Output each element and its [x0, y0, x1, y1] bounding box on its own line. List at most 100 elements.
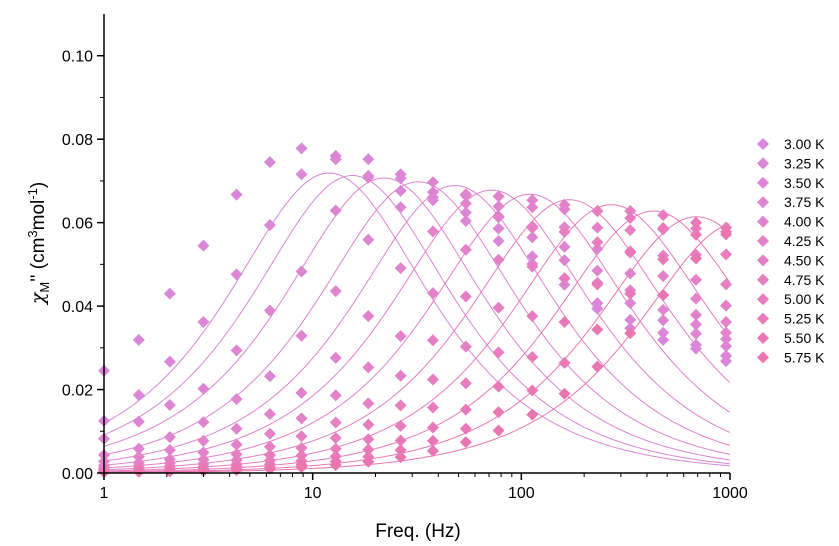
y-title-unit-mid: mol — [28, 200, 49, 231]
data-point — [295, 386, 308, 399]
data-point — [657, 209, 670, 222]
data-point — [295, 430, 308, 443]
data-point — [689, 216, 702, 229]
data-point — [558, 240, 571, 253]
data-point — [624, 245, 637, 258]
data-point — [163, 431, 176, 444]
fit-curve — [104, 181, 730, 456]
data-point — [689, 292, 702, 305]
legend-label: 4.50 K — [784, 252, 825, 268]
data-point — [720, 315, 733, 328]
data-point — [230, 438, 243, 451]
data-point — [492, 210, 505, 223]
data-point — [591, 221, 604, 234]
data-point — [426, 421, 439, 434]
data-point — [624, 204, 637, 217]
data-point — [197, 446, 210, 459]
data-point — [492, 380, 505, 393]
data-point — [132, 333, 145, 346]
fit-curve — [104, 189, 730, 466]
data-point — [459, 422, 472, 435]
data-point — [362, 153, 375, 166]
data-point — [362, 443, 375, 456]
legend-marker — [757, 176, 769, 189]
data-point — [459, 206, 472, 219]
data-point — [394, 444, 407, 457]
data-point — [526, 220, 539, 233]
x-tick-label: 10 — [304, 485, 322, 502]
data-point — [329, 204, 342, 217]
data-point — [558, 315, 571, 328]
legend-marker — [757, 312, 769, 325]
data-point — [624, 287, 637, 300]
data-point — [163, 287, 176, 300]
data-point — [492, 301, 505, 314]
data-point — [624, 327, 637, 340]
data-point — [558, 272, 571, 285]
data-point — [362, 433, 375, 446]
data-point — [426, 434, 439, 447]
data-point — [263, 370, 276, 383]
y-tick-label: 0.00 — [62, 466, 93, 483]
legend-marker — [757, 351, 769, 364]
data-point — [492, 253, 505, 266]
data-point — [591, 242, 604, 255]
data-point — [624, 313, 637, 326]
data-point — [394, 262, 407, 275]
data-point — [591, 264, 604, 277]
data-point — [689, 252, 702, 265]
data-point — [329, 153, 342, 166]
legend-marker — [757, 215, 769, 228]
legend-label: 4.00 K — [784, 214, 825, 230]
data-points — [98, 142, 733, 479]
data-point — [720, 340, 733, 353]
data-point — [263, 462, 276, 475]
data-point — [230, 344, 243, 357]
x-axis-title: Freq. (Hz) — [375, 521, 461, 542]
data-point — [230, 188, 243, 201]
y-axis-title: χM'' (cm3mol-1) — [25, 182, 52, 306]
data-point — [591, 323, 604, 336]
data-point — [526, 408, 539, 421]
y-tick-label: 0.08 — [62, 132, 93, 149]
data-point — [492, 222, 505, 235]
data-point — [459, 436, 472, 449]
y-title-sup-minus1: -1 — [25, 188, 40, 200]
legend-label: 3.00 K — [784, 136, 825, 152]
legend-label: 5.00 K — [784, 291, 825, 307]
data-point — [394, 369, 407, 382]
data-point — [263, 219, 276, 232]
data-point — [197, 315, 210, 328]
data-point — [558, 356, 571, 369]
data-point — [394, 184, 407, 197]
data-point — [492, 200, 505, 213]
data-point — [526, 231, 539, 244]
data-point — [394, 201, 407, 214]
data-point — [329, 442, 342, 455]
data-point — [689, 308, 702, 321]
data-point — [426, 194, 439, 207]
data-point — [657, 303, 670, 316]
data-point — [132, 442, 145, 455]
x-tick-label: 1000 — [712, 485, 748, 502]
data-point — [394, 330, 407, 343]
fit-curve — [104, 210, 730, 473]
data-point — [263, 304, 276, 317]
data-point — [329, 431, 342, 444]
data-point — [329, 416, 342, 429]
data-point — [132, 415, 145, 428]
data-point — [295, 329, 308, 342]
data-point — [295, 265, 308, 278]
data-point — [492, 234, 505, 247]
y-tick-label: 0.02 — [62, 383, 93, 400]
y-tick-label: 0.04 — [62, 299, 93, 316]
data-point — [426, 225, 439, 238]
data-point — [295, 441, 308, 454]
data-point — [720, 333, 733, 346]
data-point — [362, 361, 375, 374]
data-point — [492, 406, 505, 419]
data-point — [526, 194, 539, 207]
data-point — [197, 434, 210, 447]
data-point — [163, 355, 176, 368]
data-point — [230, 422, 243, 435]
